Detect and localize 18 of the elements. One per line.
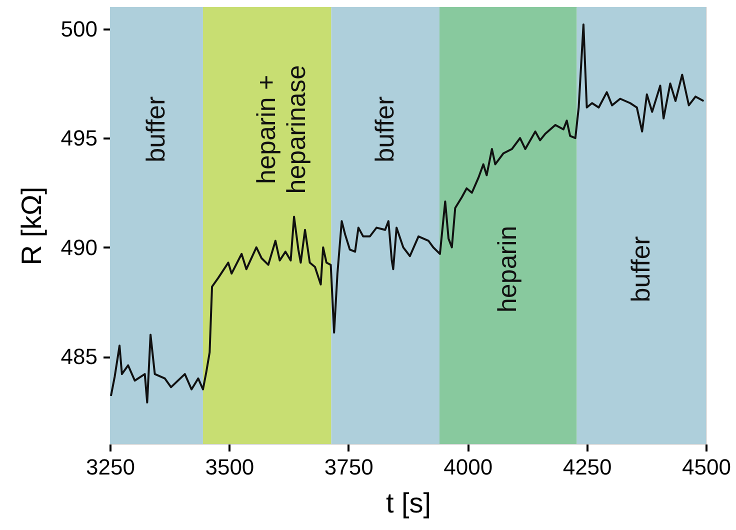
x-tick-label: 4000 <box>444 454 493 480</box>
x-tick-label: 4250 <box>562 454 612 480</box>
band-label: buffer <box>625 236 656 302</box>
line-series <box>110 23 705 404</box>
y-tick-label: 485 <box>60 344 98 370</box>
band-label: heparin + heparinase <box>251 65 312 194</box>
x-tick-label: 3750 <box>324 454 374 480</box>
x-tick-label: 3500 <box>205 454 254 480</box>
x-tick-label: 4500 <box>682 454 731 480</box>
band-label: buffer <box>140 96 170 162</box>
x-tick-label: 3250 <box>86 454 135 480</box>
band-label: heparin <box>492 226 522 313</box>
band-label: buffer <box>369 96 400 162</box>
y-axis-title: R [kΩ] <box>16 186 47 266</box>
y-tick-label: 495 <box>60 126 98 151</box>
y-tick-label: 500 <box>60 16 98 42</box>
y-tick-label: 490 <box>60 234 98 260</box>
x-axis-title: t [s] <box>386 488 432 518</box>
